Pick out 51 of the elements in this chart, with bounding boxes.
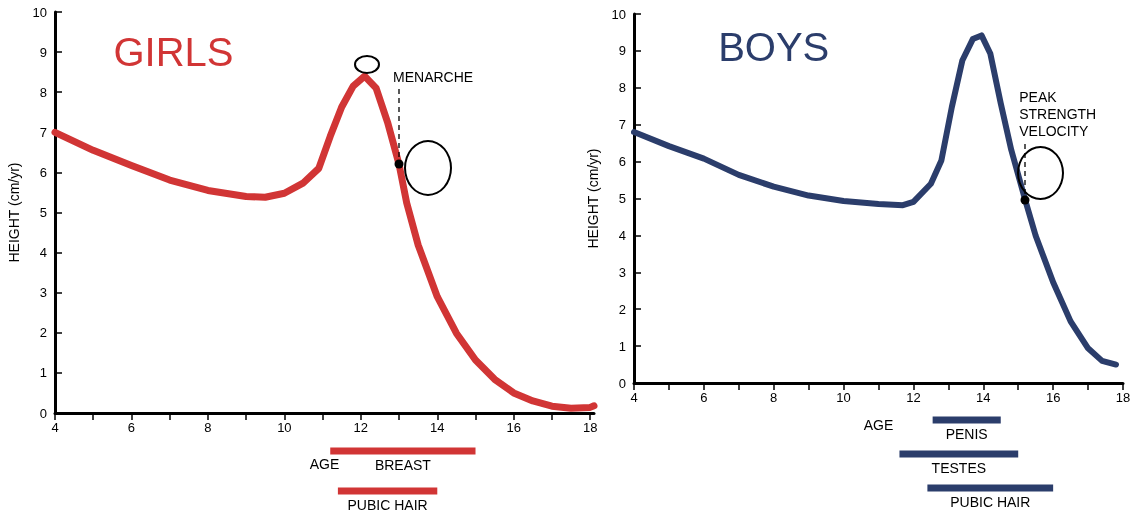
x-tick-label: 8 [770, 390, 778, 405]
x-tick-label: 18 [1115, 390, 1131, 405]
y-tick-label: 0 [39, 405, 47, 421]
x-tick-label: 14 [430, 420, 445, 435]
annotation: MENARCHE [393, 68, 474, 85]
x-tick-label: 4 [630, 390, 638, 405]
category-label: PUBIC HAIR [950, 493, 1031, 510]
y-tick-label: 1 [39, 365, 47, 381]
y-tick-label: 2 [618, 301, 626, 317]
x-tick-label: 4 [51, 420, 59, 435]
x-tick-label: 12 [353, 420, 369, 435]
y-tick-label: 6 [39, 164, 47, 180]
category-label: PUBIC HAIR [347, 496, 428, 513]
y-tick-label: 4 [618, 227, 626, 243]
category-label: TESTES [931, 459, 987, 476]
y-tick-label: 8 [39, 84, 47, 100]
y-tick-label: 10 [32, 4, 47, 20]
chart-title: GIRLS [113, 30, 234, 75]
y-tick-label: 6 [618, 154, 626, 170]
y-tick-label: 3 [618, 264, 626, 280]
y-tick-label: 3 [39, 285, 47, 301]
y-tick-label: 0 [618, 375, 626, 391]
x-tick-label: 10 [836, 390, 851, 405]
y-axis-title: HEIGHT (cm/yr) [585, 148, 601, 249]
y-tick-label: 10 [611, 6, 626, 22]
category-label: BREAST [374, 456, 431, 473]
y-tick-label: 5 [39, 205, 47, 220]
category-label: PENIS [945, 425, 988, 442]
y-tick-label: 9 [39, 44, 47, 60]
y-tick-label: 7 [618, 117, 626, 133]
x-tick-label: 6 [700, 390, 708, 405]
x-axis-title: AGE [309, 456, 340, 472]
x-tick-label: 18 [582, 420, 598, 435]
x-tick-label: 14 [976, 390, 991, 405]
y-tick-label: 1 [618, 338, 626, 354]
x-tick-label: 10 [277, 420, 292, 435]
y-tick-label: 5 [618, 191, 626, 206]
x-tick-label: 8 [204, 420, 212, 435]
y-tick-label: 4 [39, 245, 47, 261]
x-axis-title: AGE [863, 417, 894, 433]
x-tick-label: 16 [1045, 390, 1061, 405]
y-tick-label: 2 [39, 325, 47, 341]
x-tick-label: 6 [127, 420, 136, 435]
chart-title: BOYS [718, 25, 830, 70]
annotation: PEAK STRENGTH VELOCITY [1019, 89, 1097, 140]
y-tick-label: 9 [618, 43, 626, 59]
y-axis-title: HEIGHT (cm/yr) [6, 162, 22, 263]
y-tick-label: 8 [618, 80, 626, 96]
y-tick-label: 7 [39, 124, 47, 140]
x-tick-label: 16 [506, 420, 521, 435]
x-tick-label: 12 [906, 390, 921, 405]
